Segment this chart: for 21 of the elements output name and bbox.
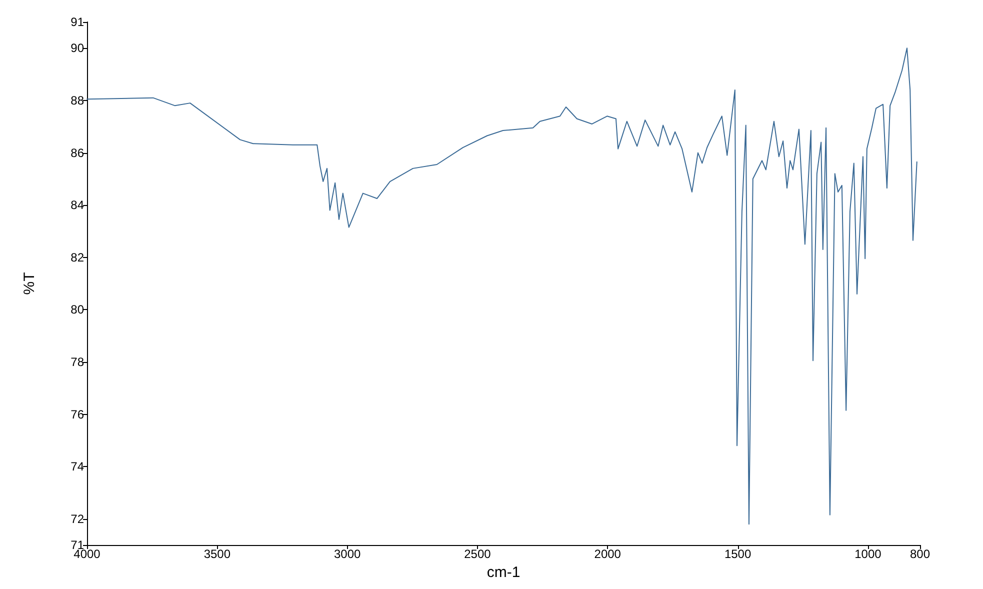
y-tick-label: 84: [70, 198, 84, 212]
y-tick-label: 90: [70, 41, 84, 56]
x-tick-label: 3500: [204, 547, 231, 561]
line-series: [86, 48, 918, 525]
y-tick-label: 72: [70, 512, 84, 526]
x-tick-label: 3000: [334, 547, 361, 561]
x-axis-title: cm-1: [486, 564, 520, 581]
x-tick-label: 2500: [464, 547, 492, 561]
y-tick-label: 82: [70, 250, 84, 264]
x-tick-label: 1500: [724, 547, 752, 561]
x-tick-label: 1000: [854, 547, 882, 561]
y-tick-label: 91: [70, 15, 84, 29]
y-tick-label: 74: [70, 460, 84, 474]
y-axis-title: %T: [21, 272, 38, 295]
y-tick-label: 76: [70, 407, 84, 422]
y-tick-label: 78: [70, 354, 84, 369]
y-tick-label: 88: [70, 93, 84, 108]
x-tick-label: 2000: [594, 547, 622, 561]
y-tick-label: 80: [70, 302, 84, 317]
y-tick-label: 86: [70, 146, 84, 160]
x-tick-label: 800: [910, 547, 930, 561]
